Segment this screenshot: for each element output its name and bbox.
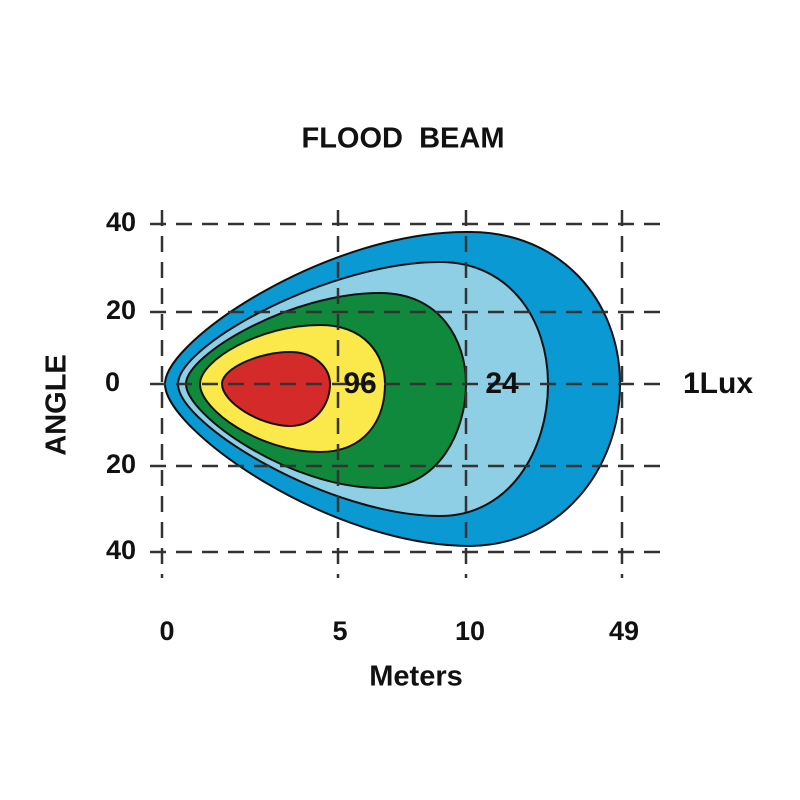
x-tick-label: 10 bbox=[455, 616, 485, 646]
zone-label: 1Lux bbox=[683, 367, 753, 400]
zone-red bbox=[220, 350, 332, 428]
y-tick-label: 20 bbox=[106, 295, 136, 325]
title: FLOOD BEAM bbox=[302, 123, 505, 155]
y-tick-label: 40 bbox=[106, 207, 136, 237]
y-tick-label: 40 bbox=[106, 535, 136, 565]
y-tick-label: 20 bbox=[106, 449, 136, 479]
zone-label: 96 bbox=[343, 367, 376, 400]
x-axis-label: Meters bbox=[369, 661, 463, 693]
zone-label: 24 bbox=[485, 367, 519, 400]
x-tick-label: 5 bbox=[332, 616, 347, 646]
x-tick-label: 49 bbox=[609, 616, 639, 646]
x-tick-label: 0 bbox=[159, 616, 174, 646]
y-axis-label: ANGLE bbox=[41, 354, 73, 456]
grid bbox=[150, 210, 660, 578]
y-tick-label: 0 bbox=[105, 367, 120, 397]
